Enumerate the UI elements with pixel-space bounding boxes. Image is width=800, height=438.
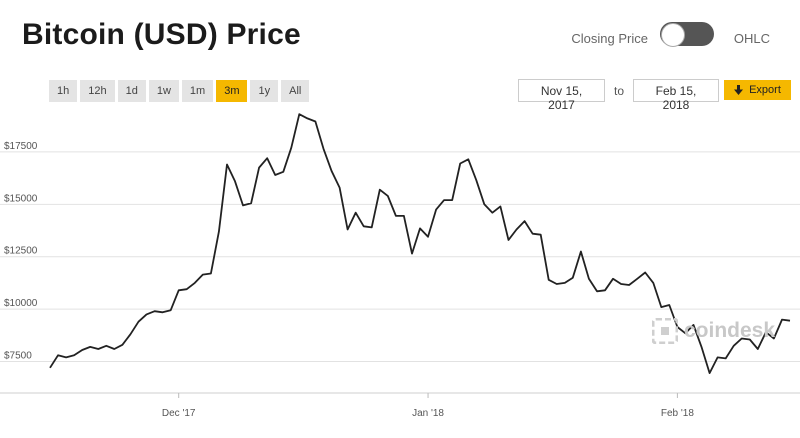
date-range-separator: to: [614, 84, 625, 98]
ohlc-label: OHLC: [733, 31, 770, 46]
y-tick-label: $10000: [4, 298, 38, 309]
range-button-1w[interactable]: 1w: [148, 80, 179, 102]
export-label: Export: [749, 84, 781, 96]
x-tick-label: Dec '17: [162, 408, 196, 419]
range-button-1h[interactable]: 1h: [49, 80, 78, 102]
watermark-text: coindesk: [684, 319, 776, 342]
x-tick-label: Feb '18: [661, 408, 694, 419]
y-tick-label: $7500: [4, 351, 32, 362]
time-range-selector: 1h 12h 1d 1w 1m 3m 1y All: [49, 80, 310, 102]
price-series-line: [49, 113, 791, 374]
export-button[interactable]: Export: [724, 80, 791, 100]
y-tick-label: $15000: [4, 193, 38, 204]
range-button-12h[interactable]: 12h: [80, 80, 115, 102]
x-tick-label: Jan '18: [412, 408, 444, 419]
page-title: Bitcoin (USD) Price: [22, 18, 301, 51]
y-tick-label: $12500: [4, 246, 38, 257]
download-arrow-icon: [734, 85, 744, 95]
range-button-1d[interactable]: 1d: [117, 80, 146, 102]
end-date-field[interactable]: Feb 15, 2018: [633, 79, 719, 112]
range-button-3m[interactable]: 3m: [216, 80, 248, 102]
start-date-field[interactable]: Nov 15, 2017: [518, 79, 605, 112]
coindesk-logo-icon: [652, 318, 678, 344]
toggle-knob: [661, 23, 685, 47]
price-mode-toggle[interactable]: [660, 22, 714, 47]
range-button-all[interactable]: All: [281, 80, 310, 102]
range-button-1m[interactable]: 1m: [181, 80, 214, 102]
y-tick-label: $17500: [4, 141, 38, 152]
coindesk-watermark: coindesk: [652, 318, 775, 344]
range-button-1y[interactable]: 1y: [250, 80, 279, 102]
closing-price-label: Closing Price: [571, 31, 648, 46]
price-mode-toggle-group: Closing Price OHLC: [560, 22, 770, 48]
